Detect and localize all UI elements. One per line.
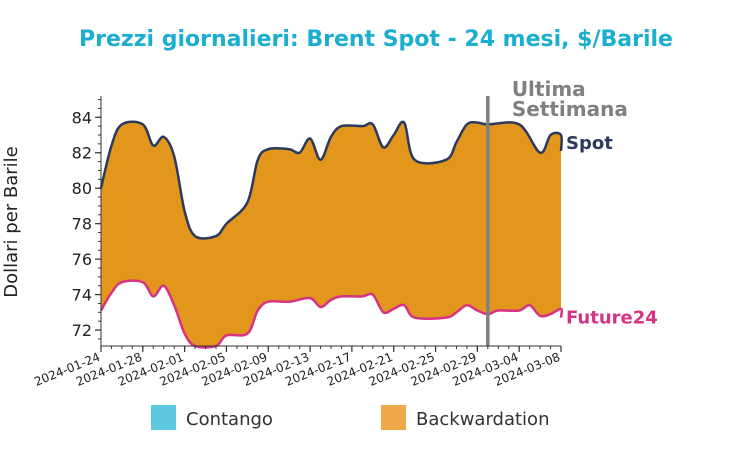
y-tick-label: 74 — [72, 286, 92, 305]
future24-series-label: Future24 — [566, 308, 658, 329]
chart-title: Prezzi giornalieri: Brent Spot - 24 mesi… — [79, 27, 673, 52]
backwardation-area — [101, 121, 562, 348]
legend-swatch-backwardation — [381, 405, 406, 430]
legend: Contango Backwardation — [151, 405, 549, 430]
legend-label-contango: Contango — [186, 409, 273, 430]
y-tick-label: 72 — [72, 321, 92, 340]
legend-label-backwardation: Backwardation — [416, 409, 549, 430]
future24-line — [99, 279, 563, 349]
y-tick-label: 80 — [72, 179, 92, 198]
y-tick-label: 76 — [72, 250, 92, 269]
y-tick-label: 78 — [72, 215, 92, 234]
last-week-label-line: Settimana — [512, 97, 628, 121]
y-tick-label: 82 — [72, 144, 92, 163]
spot-line — [99, 120, 563, 240]
legend-swatch-contango — [151, 405, 176, 430]
last-week-label-line: Ultima — [512, 77, 586, 101]
y-tick-label: 84 — [72, 108, 92, 127]
spot-series-label: Spot — [566, 133, 613, 154]
y-axis-label: Dollari per Barile — [1, 146, 22, 298]
